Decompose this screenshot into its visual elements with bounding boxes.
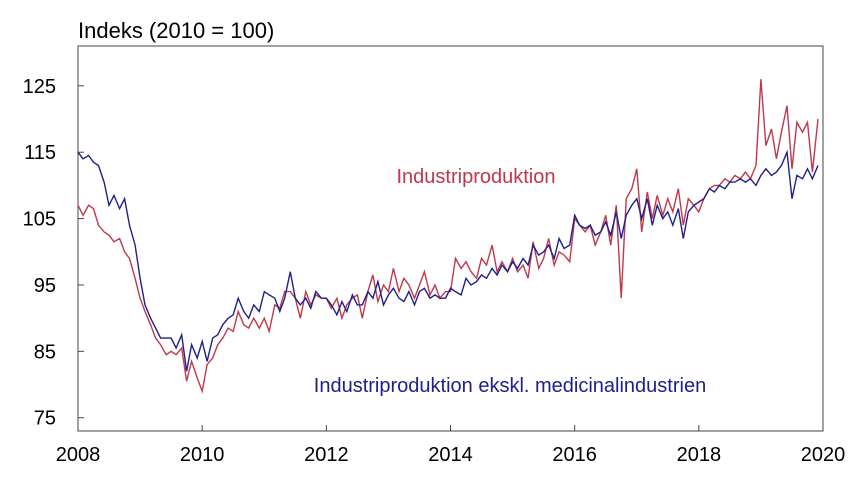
y-axis: 75 85 95 105 115 125 bbox=[23, 76, 84, 430]
x-tick-label: 2010 bbox=[180, 444, 225, 466]
series-lines bbox=[77, 79, 819, 394]
y-tick-label: 95 bbox=[34, 275, 56, 297]
x-tick-label: 2018 bbox=[677, 444, 722, 466]
y-axis-title: Indeks (2010 = 100) bbox=[78, 18, 275, 43]
x-tick-label: 2020 bbox=[801, 444, 846, 466]
x-tick-label: 2012 bbox=[304, 444, 349, 466]
series-annotations: Industriproduktion Industriproduktion eks… bbox=[314, 166, 706, 397]
x-tick-label: 2008 bbox=[56, 444, 101, 466]
series-annotation-1: Industriproduktion ekskl. medicinalindus… bbox=[314, 375, 706, 397]
x-axis: 2008 2010 2012 2014 2016 2018 2020 bbox=[56, 425, 846, 466]
plot-frame bbox=[77, 45, 824, 432]
x-tick-label: 2016 bbox=[552, 444, 597, 466]
y-tick-label: 75 bbox=[34, 408, 56, 430]
y-tick-label: 85 bbox=[34, 341, 56, 363]
y-tick-label: 105 bbox=[23, 209, 56, 231]
y-tick-label: 125 bbox=[23, 76, 56, 98]
series-line-1 bbox=[77, 149, 819, 372]
series-annotation-0: Industriproduktion bbox=[397, 166, 556, 188]
y-tick-label: 115 bbox=[24, 142, 56, 164]
series-line-0 bbox=[77, 79, 819, 394]
x-tick-label: 2014 bbox=[428, 444, 473, 466]
